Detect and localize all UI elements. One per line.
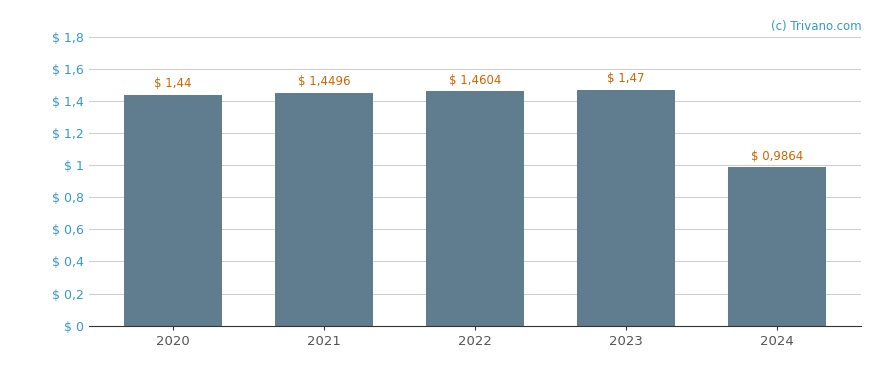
Text: $ 1,4496: $ 1,4496 (297, 75, 350, 88)
Bar (124, 95, 222, 326)
Bar (577, 90, 675, 326)
Text: $ 1,44: $ 1,44 (155, 77, 192, 90)
Bar (728, 168, 826, 326)
Bar (426, 91, 524, 326)
Text: $ 1,4604: $ 1,4604 (449, 74, 501, 87)
Text: (c) Trivano.com: (c) Trivano.com (771, 20, 861, 33)
Text: $ 0,9864: $ 0,9864 (751, 149, 804, 163)
Bar (275, 93, 373, 326)
Text: $ 1,47: $ 1,47 (607, 72, 645, 85)
